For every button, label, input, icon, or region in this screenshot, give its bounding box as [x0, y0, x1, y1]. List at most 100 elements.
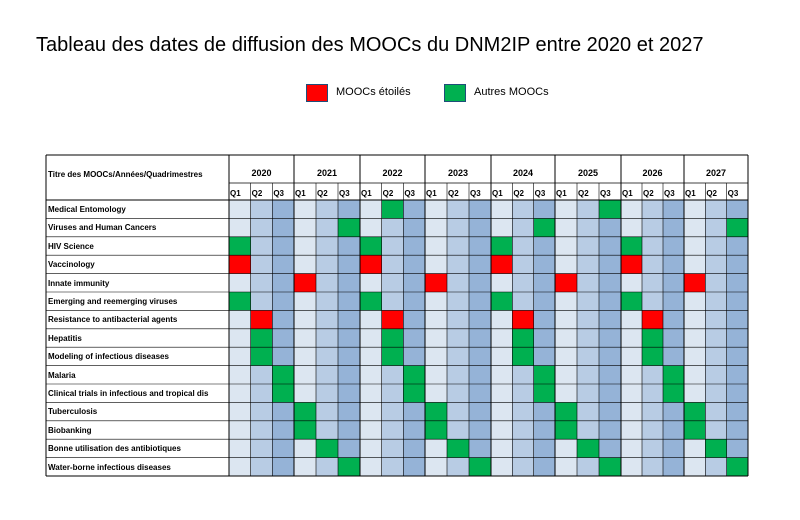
- year-label-2021: 2021: [316, 168, 338, 178]
- row-label: Water-borne infectious diseases: [48, 462, 171, 472]
- year-label-2026: 2026: [642, 168, 663, 178]
- quarter-column-shade: [705, 200, 727, 476]
- starred-mooc-cell: [425, 273, 447, 292]
- row-label: Vaccinology: [48, 260, 95, 270]
- quarter-label: Q2: [706, 189, 717, 198]
- quarter-label: Q2: [513, 189, 524, 198]
- other-mooc-cell: [425, 420, 447, 440]
- other-mooc-cell: [533, 365, 555, 384]
- other-mooc-cell: [360, 236, 382, 256]
- quarter-label: Q3: [470, 189, 481, 198]
- quarter-column-shade: [469, 200, 491, 476]
- starred-mooc-cell: [229, 255, 251, 274]
- other-mooc-cell: [403, 384, 425, 403]
- quarter-label: Q2: [251, 189, 263, 198]
- quarter-label: Q3: [534, 189, 546, 198]
- quarter-label: Q3: [727, 189, 739, 198]
- quarter-label: Q1: [230, 189, 241, 198]
- quarter-label: Q3: [339, 189, 350, 198]
- quarter-label: Q3: [664, 189, 675, 198]
- other-mooc-cell: [621, 292, 642, 311]
- legend-label-other: Autres MOOCs: [474, 86, 549, 98]
- starred-mooc-cell: [360, 255, 382, 274]
- row-label: Medical Entomology: [48, 205, 126, 214]
- quarter-label: Q3: [273, 189, 284, 198]
- quarter-column-shade: [577, 200, 599, 476]
- other-mooc-cell: [403, 365, 425, 384]
- quarter-label: Q2: [317, 189, 328, 198]
- quarter-label: Q1: [622, 189, 633, 198]
- quarter-column-shade: [726, 200, 748, 476]
- other-mooc-cell: [555, 402, 577, 421]
- other-mooc-cell: [491, 236, 513, 256]
- year-label-2027: 2027: [705, 168, 727, 178]
- legend-label-starred: MOOCs étoilés: [336, 86, 411, 98]
- quarter-column-shade: [447, 200, 469, 476]
- quarter-column-shade: [272, 200, 294, 476]
- row-label: Resistance to antibacterial agents: [48, 315, 178, 325]
- quarter-label: Q1: [426, 189, 437, 198]
- other-mooc-cell: [316, 439, 338, 458]
- row-label: Viruses and Human Cancers: [48, 223, 157, 233]
- quarter-label: Q2: [578, 189, 589, 198]
- other-mooc-cell: [250, 328, 273, 348]
- other-mooc-cell: [599, 200, 621, 219]
- starred-mooc-cell: [294, 273, 316, 292]
- other-mooc-cell: [663, 384, 684, 403]
- other-mooc-cell: [684, 420, 706, 440]
- quarter-label: Q1: [685, 189, 696, 198]
- other-mooc-cell: [381, 328, 404, 348]
- other-mooc-cell: [599, 457, 621, 476]
- other-mooc-cell: [272, 384, 294, 403]
- other-mooc-cell: [338, 218, 360, 237]
- year-label-2023: 2023: [447, 168, 469, 178]
- quarter-label: Q1: [556, 189, 567, 198]
- other-mooc-cell: [512, 347, 534, 366]
- quarter-column-shade: [316, 200, 338, 476]
- page-title: Tableau des dates de diffusion des MOOCs…: [36, 34, 704, 56]
- starred-mooc-cell: [491, 255, 513, 274]
- other-mooc-cell: [469, 457, 491, 476]
- other-mooc-cell: [533, 218, 555, 237]
- starred-mooc-cell: [555, 273, 577, 292]
- starred-mooc-cell: [642, 310, 663, 329]
- quarter-column-shade: [533, 200, 555, 476]
- row-label: Bonne utilisation des antibiotiques: [48, 444, 181, 454]
- row-label: Malaria: [48, 370, 76, 380]
- row-label: HIV Science: [48, 241, 94, 251]
- starred-mooc-cell: [621, 255, 642, 274]
- quarter-label: Q3: [600, 189, 611, 198]
- quarter-label: Q1: [361, 189, 372, 198]
- quarter-column-shade: [403, 200, 425, 476]
- other-mooc-cell: [360, 292, 382, 311]
- quarter-label: Q2: [643, 189, 654, 198]
- other-mooc-cell: [684, 402, 706, 421]
- other-mooc-cell: [533, 384, 555, 403]
- other-mooc-cell: [381, 347, 404, 366]
- other-mooc-cell: [642, 347, 663, 366]
- quarter-label: Q1: [295, 189, 306, 198]
- other-mooc-cell: [705, 439, 727, 458]
- starred-mooc-cell: [250, 310, 273, 329]
- other-mooc-cell: [272, 365, 294, 384]
- quarter-column-shade: [663, 200, 684, 476]
- starred-mooc-cell: [381, 310, 404, 329]
- other-mooc-cell: [621, 236, 642, 256]
- other-mooc-cell: [726, 457, 748, 476]
- other-mooc-cell: [250, 347, 273, 366]
- row-label: Modeling of infectious diseases: [48, 352, 169, 362]
- other-mooc-cell: [491, 292, 513, 311]
- year-label-2022: 2022: [382, 168, 403, 178]
- row-label: Biobanking: [48, 425, 92, 435]
- legend-swatch-other: [444, 84, 466, 102]
- quarter-column-shade: [338, 200, 360, 476]
- other-mooc-cell: [294, 402, 316, 421]
- other-mooc-cell: [381, 200, 404, 219]
- other-mooc-cell: [577, 439, 599, 458]
- other-mooc-cell: [447, 439, 469, 458]
- other-mooc-cell: [229, 236, 251, 256]
- row-label: Emerging and reemerging viruses: [48, 297, 178, 306]
- other-mooc-cell: [512, 328, 534, 348]
- other-mooc-cell: [726, 218, 748, 237]
